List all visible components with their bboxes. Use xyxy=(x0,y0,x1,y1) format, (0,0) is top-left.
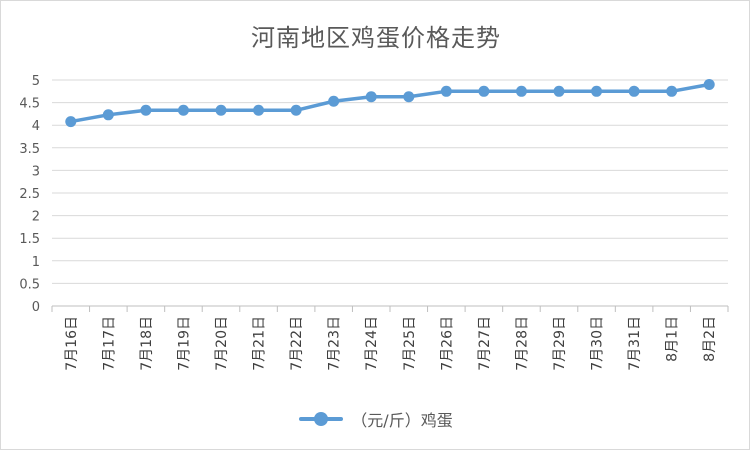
gridlines xyxy=(52,79,728,284)
x-tick-label: 8月2日 xyxy=(702,316,718,362)
x-tick-label: 7月31日 xyxy=(627,316,643,371)
data-point xyxy=(102,109,114,121)
x-tick-label: 7月16日 xyxy=(64,316,80,371)
data-point xyxy=(290,104,302,116)
data-point xyxy=(628,85,640,97)
y-tick-label: 2 xyxy=(32,210,40,225)
data-point xyxy=(703,79,715,91)
y-tick-label: 0.5 xyxy=(19,277,40,292)
x-tick-label: 7月26日 xyxy=(439,316,455,371)
data-point xyxy=(177,104,189,116)
y-tick-label: 1.5 xyxy=(19,232,40,247)
data-point xyxy=(328,95,340,107)
data-point xyxy=(666,85,678,97)
x-tick-label: 7月28日 xyxy=(514,316,530,371)
x-tick-label: 7月17日 xyxy=(101,316,117,371)
data-point xyxy=(253,104,265,116)
x-tick-label: 7月19日 xyxy=(176,316,192,371)
x-tick-label: 7月30日 xyxy=(590,316,606,371)
data-point xyxy=(478,85,490,97)
x-tick-label: 7月23日 xyxy=(327,316,343,371)
data-point xyxy=(403,91,415,103)
y-tick-label: 4.5 xyxy=(19,97,40,112)
x-tick-label: 7月25日 xyxy=(402,316,418,371)
y-tick-label: 2.5 xyxy=(19,187,40,202)
x-tick-label: 8月1日 xyxy=(665,316,681,362)
legend-label: （元/斤）鸡蛋 xyxy=(351,411,453,430)
y-tick-label: 3.5 xyxy=(19,142,40,157)
series-line-path xyxy=(69,82,711,124)
x-tick-label: 7月22日 xyxy=(289,316,305,371)
x-tick-label: 7月24日 xyxy=(364,316,380,371)
x-tick-label: 7月18日 xyxy=(139,316,155,371)
legend: （元/斤）鸡蛋 xyxy=(0,407,752,431)
x-axis-tick-labels: 7月16日 7月17日 7月18日 7月19日 7月20日 7月21日 7月22日 7月23日… xyxy=(64,316,718,371)
data-point xyxy=(215,104,227,116)
y-axis-tick-labels: 0 0.5 1 1.5 2 2.5 3 3.5 4 4.5 5 xyxy=(19,74,40,315)
data-point xyxy=(515,85,527,97)
data-point xyxy=(365,91,377,103)
y-tick-label: 1 xyxy=(32,255,40,270)
x-tick-label: 7月21日 xyxy=(252,316,268,371)
y-tick-label: 5 xyxy=(32,74,40,89)
x-tick-label: 7月29日 xyxy=(552,316,568,371)
y-tick-label: 4 xyxy=(32,119,40,134)
data-point xyxy=(140,104,152,116)
x-tick-label: 7月27日 xyxy=(477,316,493,371)
data-point xyxy=(440,85,452,97)
data-point xyxy=(65,116,77,128)
y-tick-label: 3 xyxy=(32,164,40,179)
data-point xyxy=(553,85,565,97)
legend-key-icon xyxy=(299,412,344,426)
chart-title: 河南地区鸡蛋价格走势 xyxy=(251,24,501,52)
series-line xyxy=(65,79,715,128)
data-point xyxy=(591,85,603,97)
x-tick-label: 7月20日 xyxy=(214,316,230,371)
x-axis xyxy=(51,305,729,312)
y-tick-label: 0 xyxy=(32,300,40,315)
